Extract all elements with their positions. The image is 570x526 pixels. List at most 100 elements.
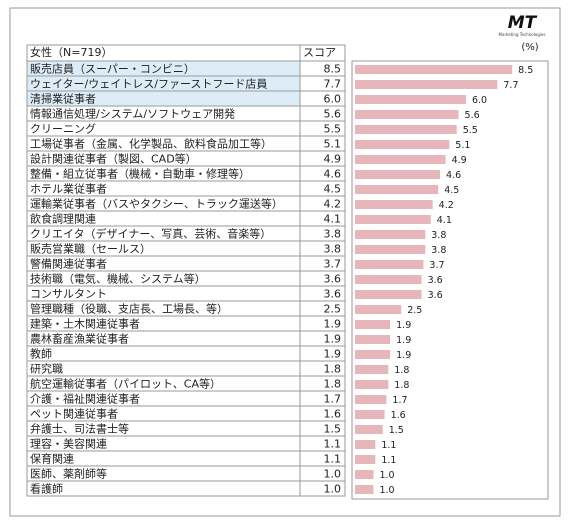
data-label: 1.1 [381,440,396,451]
score-cell: 5.6 [324,108,342,121]
score-cell: 4.9 [324,153,342,166]
category-label: 医師、薬剤師等 [30,467,107,481]
bar [355,140,450,149]
row-highlight [27,91,300,106]
score-cell: 3.8 [324,243,342,256]
category-label: 設計関連従事者（製図、CAD等） [30,152,197,166]
data-label: 1.1 [381,455,396,466]
frame [9,7,561,517]
table-header: 女性（N=719） [30,45,112,59]
category-label: 保育関連 [30,452,74,466]
data-label: 4.9 [452,155,467,166]
bar [355,380,389,389]
score-cell: 1.9 [324,333,342,346]
score-cell: 1.0 [324,483,342,496]
bar [355,200,433,209]
score-cell: 5.5 [324,123,342,136]
category-label: 警備関連従事者 [30,257,107,271]
score-cell: 1.0 [324,468,342,481]
category-label: 研究職 [30,362,63,376]
data-label: 4.2 [439,200,454,211]
bar [355,230,426,239]
score-cell: 3.7 [324,258,342,271]
category-label: 情報通信処理/システム/ソフトウェア開発 [30,107,235,121]
bar [355,305,402,314]
score-cell: 1.6 [324,408,342,421]
category-label: 管理職種（役職、支店長、工場長、等） [30,302,228,316]
category-label: 整備・組立従事者（機械・自動車・修理等） [30,167,250,181]
score-cell: 1.5 [324,423,342,436]
bar [355,425,383,434]
data-label: 1.9 [396,320,411,331]
score-cell: 3.6 [324,273,342,286]
data-label: 4.1 [437,215,452,226]
score-cell: 1.7 [324,393,342,406]
logo-tagline: Marketing Technologies [499,32,546,37]
unit-label: (%) [521,42,538,53]
category-label: 工場従事者（金属、化学製品、飲料食品加工等） [30,137,272,151]
category-label: 介護・福祉関連従事者 [30,392,140,406]
score-cell: 1.8 [324,378,342,391]
category-label: 販売店員（スーパー・コンビニ） [30,62,195,76]
score-cell: 1.9 [324,348,342,361]
score-cell: 3.6 [324,288,342,301]
bar [355,350,391,359]
bar [355,125,457,134]
bar [355,80,498,89]
category-label: 飲食調理関連 [30,212,96,226]
data-label: 4.5 [444,185,459,196]
category-label: 運輸業従事者（バスやタクシー、トラック運送等） [30,197,283,211]
data-label: 1.7 [392,395,407,406]
score-cell: 4.5 [324,183,342,196]
score-cell: 1.1 [324,438,342,451]
data-label: 3.7 [429,260,444,271]
bar [355,320,391,329]
data-label: 1.9 [396,335,411,346]
score-cell: 2.5 [324,303,342,316]
score-cell: 4.2 [324,198,342,211]
score-cell: 3.8 [324,228,342,241]
data-label: 1.5 [389,425,404,436]
logo: MT [508,13,538,33]
bar [355,110,459,119]
bar [355,290,422,299]
category-label: 教師 [30,348,52,361]
bar [355,335,391,344]
data-label: 4.6 [446,170,461,181]
data-label: 8.5 [518,65,533,76]
data-label: 3.6 [428,275,443,286]
bar [355,65,513,74]
row-highlight [27,76,300,91]
category-label: 技術職（電気、機械、システム等） [30,272,206,286]
table-header: スコア [303,46,336,59]
category-label: クリーニング [30,122,96,136]
score-cell: 6.0 [324,93,342,106]
data-label: 5.6 [465,110,480,121]
category-label: 清掃業従事者 [30,92,96,106]
data-label: 1.9 [396,350,411,361]
category-label: 航空運輸従事者（パイロット、CA等） [30,377,221,391]
bar [355,485,374,494]
category-label: 看護師 [30,482,63,496]
row-highlight [27,61,300,76]
category-label: コンサルタント [30,288,107,301]
category-label: 販売営業職（セールス） [30,242,151,256]
bar [355,455,376,464]
score-cell: 4.6 [324,168,342,181]
bar [355,440,376,449]
score-cell: 1.9 [324,318,342,331]
bar [355,215,431,224]
bar-area [351,60,549,500]
bar [355,245,426,254]
data-label: 1.0 [379,485,394,496]
category-label: ホテル業従事者 [30,183,107,196]
data-label: 6.0 [472,95,487,106]
data-label: 3.6 [428,290,443,301]
score-cell: 8.5 [324,63,342,76]
data-label: 1.0 [379,470,394,481]
bar [355,275,422,284]
category-label: ウェイター/ウェイトレス/ファーストフード店員 [30,77,267,91]
bar [355,95,466,104]
bar [355,395,387,404]
